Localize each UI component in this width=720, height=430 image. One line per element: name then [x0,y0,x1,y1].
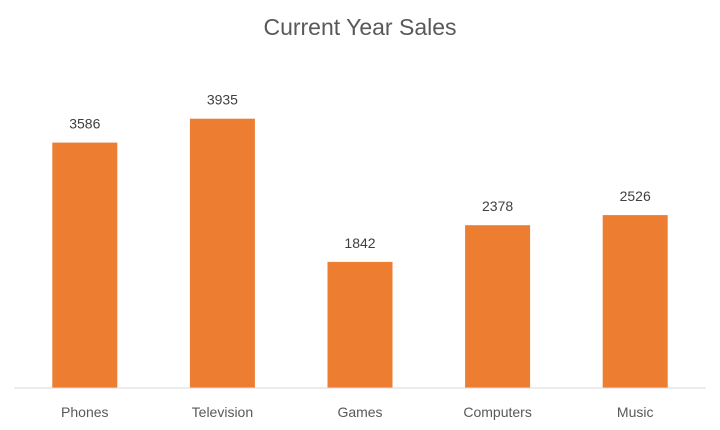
bar-computers [465,225,531,388]
bar-television [189,118,255,388]
x-tick-label-television: Television [192,404,253,420]
bar-games [327,261,393,388]
data-label-computers: 2378 [482,198,513,214]
data-label-music: 2526 [620,188,651,204]
data-label-television: 3935 [207,92,238,108]
x-tick-label-phones: Phones [61,404,108,420]
chart-title: Current Year Sales [263,14,457,40]
bar-phones [52,142,118,388]
bar-music [602,215,668,388]
data-label-phones: 3586 [69,116,100,132]
x-tick-label-computers: Computers [463,404,531,420]
data-label-games: 1842 [344,235,375,251]
x-tick-label-music: Music [617,404,654,420]
x-tick-label-games: Games [337,404,382,420]
